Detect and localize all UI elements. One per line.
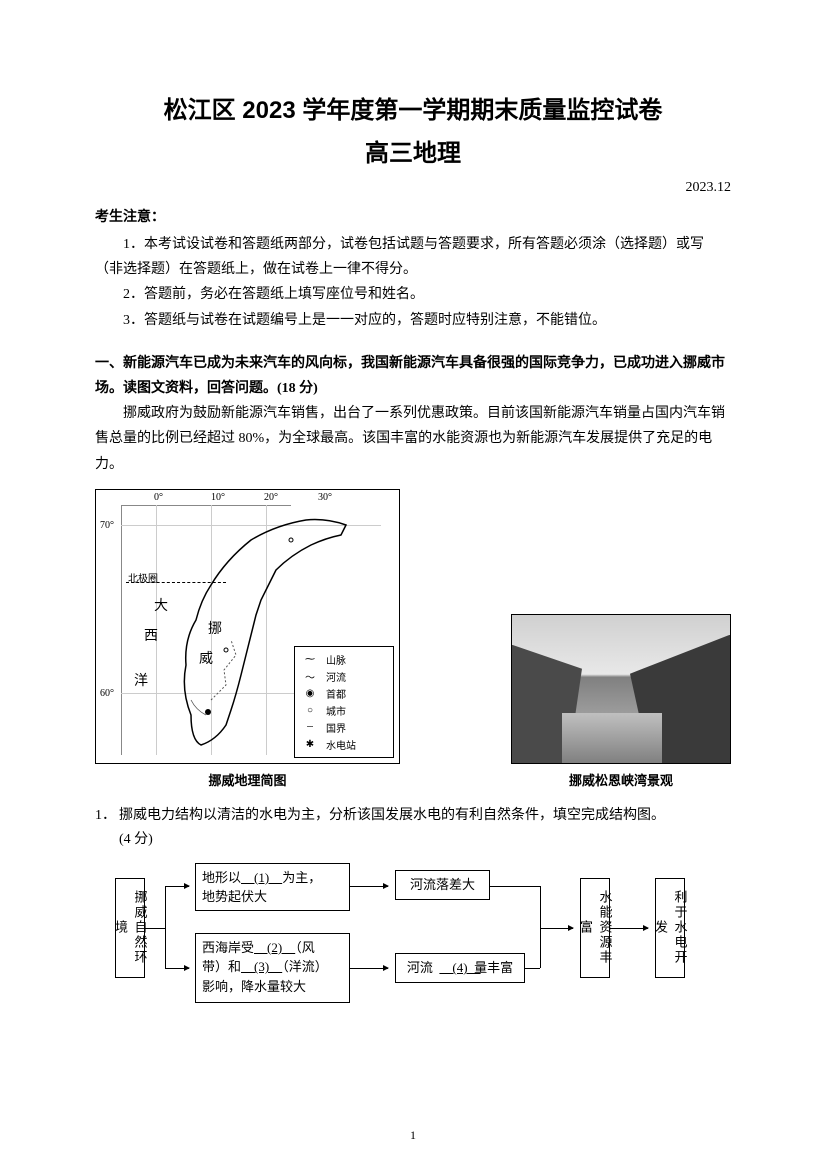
figures-row: 0° 10° 20° 30° 70° 60° 北极圈 大 西 (95, 489, 731, 789)
atlantic-2: 西 (144, 625, 158, 645)
legend-label-city: 城市 (326, 703, 346, 718)
flow-blank-2: (2) (254, 940, 295, 955)
photo-caption: 挪威松恩峡湾景观 (511, 770, 731, 789)
flow-box-1: 挪威自然环境 (115, 878, 145, 978)
title-main: 松江区 2023 学年度第一学期期末质量监控试卷 (95, 90, 731, 125)
atlantic-3: 洋 (134, 670, 148, 690)
legend-sym-capital: ◉ (298, 688, 322, 699)
legend-sym-river: ～ (298, 669, 322, 684)
flow-box4b: 带）和 (202, 959, 241, 974)
flow-blank-4: (4) (433, 958, 474, 978)
flowchart: 挪威自然环境 地形以 (1) 为主， 地势起伏大 河流落差大 西海岸受 (2) … (115, 858, 715, 1008)
legend-label-hydro: 水电站 (326, 737, 356, 752)
title-sub: 高三地理 (95, 133, 731, 168)
notice-item-3: 3．答题纸与试卷在试题编号上是一一对应的，答题时应特别注意，不能错位。 (95, 308, 731, 333)
flow-box2a: 地形以 (202, 870, 241, 885)
norway-1: 挪 (208, 618, 222, 638)
flow-box2b: 地势起伏大 (202, 889, 267, 904)
flow-box5b: 量丰富 (474, 958, 513, 978)
flow-box-7: 利于水电开发 (655, 878, 685, 978)
flow-box-3: 河流落差大 (395, 870, 490, 900)
legend-label-river: 河流 (326, 669, 346, 684)
section-1-title: 一、新能源汽车已成为未来汽车的风向标，我国新能源汽车具备很强的国际竞争力，已成功… (95, 351, 731, 401)
question-1: 1． 挪威电力结构以清洁的水电为主，分析该国发展水电的有利自然条件，填空完成结构… (95, 803, 731, 828)
page-number: 1 (410, 1128, 416, 1143)
section-1-para: 挪威政府为鼓励新能源汽车销售，出台了一系列优惠政策。目前该国新能源汽车销量占国内… (95, 401, 731, 477)
legend-label-mountain: 山脉 (326, 652, 346, 667)
fjord-photo (511, 614, 731, 764)
atlantic-1: 大 (154, 595, 168, 615)
flow-box4b-end: （洋流） (282, 959, 328, 974)
norway-2: 威 (199, 648, 213, 668)
legend-sym-border: ┄ (298, 722, 322, 733)
flow-box4a: 西海岸受 (202, 940, 254, 955)
flow-box4a-end: （风 (295, 940, 315, 955)
norway-map: 0° 10° 20° 30° 70° 60° 北极圈 大 西 (95, 489, 400, 764)
legend-label-border: 国界 (326, 720, 346, 735)
notice-title: 考生注意： (95, 206, 731, 226)
flow-blank-1: (1) (241, 870, 282, 885)
legend-label-capital: 首都 (326, 686, 346, 701)
q1-text: 挪威电力结构以清洁的水电为主，分析该国发展水电的有利自然条件，填空完成结构图。 (119, 803, 731, 828)
q1-points: (4 分) (119, 828, 731, 848)
arctic-label: 北极圈 (128, 570, 158, 585)
exam-date: 2023.12 (95, 180, 731, 196)
notice-item-1: 1．本考试设试卷和答题纸两部分，试卷包括试题与答题要求，所有答题必须涂（选择题）… (95, 232, 731, 282)
legend-sym-mountain: ⁓ (298, 654, 322, 665)
flow-box2a-end: 为主， (282, 870, 321, 885)
flow-blank-3: (3) (241, 959, 282, 974)
map-container: 0° 10° 20° 30° 70° 60° 北极圈 大 西 (95, 489, 400, 789)
map-legend: ⁓ 山脉 ～ 河流 ◉ 首都 ○ 城市 ┄ 国界 ✱ 水电站 (294, 646, 394, 758)
photo-container: 挪威松恩峡湾景观 (511, 614, 731, 789)
legend-sym-city: ○ (298, 705, 322, 716)
notice-item-2: 2．答题前，务必在答题纸上填写座位号和姓名。 (95, 282, 731, 307)
map-caption: 挪威地理简图 (95, 770, 400, 789)
legend-sym-hydro: ✱ (298, 739, 322, 750)
flow-box4c: 影响，降水量较大 (202, 979, 306, 994)
flow-box-6: 水能资源丰富 (580, 878, 610, 978)
q1-number: 1． (95, 803, 119, 828)
flow-box5a: 河流 (407, 958, 433, 978)
